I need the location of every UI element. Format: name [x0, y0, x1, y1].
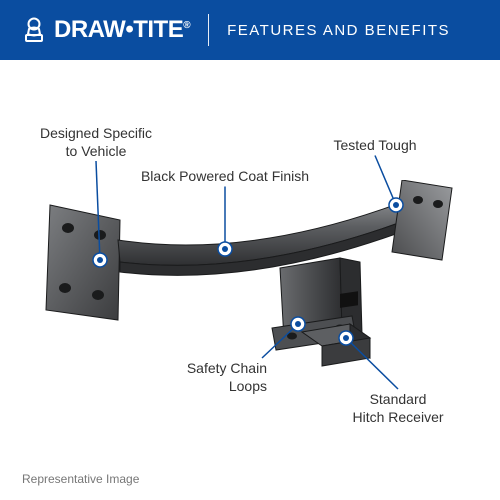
- callout-tested: Tested Tough: [333, 137, 416, 155]
- callout-designed: Designed Specificto Vehicle: [40, 125, 152, 160]
- header-bar: DRAW•TITE® FEATURES AND BENEFITS: [0, 0, 500, 60]
- callout-receiver: StandardHitch Receiver: [352, 391, 443, 426]
- callout-finish: Black Powered Coat Finish: [141, 168, 309, 186]
- callout-loops: Safety ChainLoops: [187, 360, 267, 395]
- header-divider: [208, 14, 209, 46]
- header-title: FEATURES AND BENEFITS: [227, 22, 450, 39]
- diagram-stage: Designed Specificto Vehicle Black Powered…: [0, 60, 500, 500]
- logo-text: DRAW•TITE®: [54, 16, 190, 44]
- footer-note: Representative Image: [22, 472, 139, 486]
- brand-logo: DRAW•TITE®: [20, 16, 190, 44]
- hitch-ball-icon: [20, 16, 48, 44]
